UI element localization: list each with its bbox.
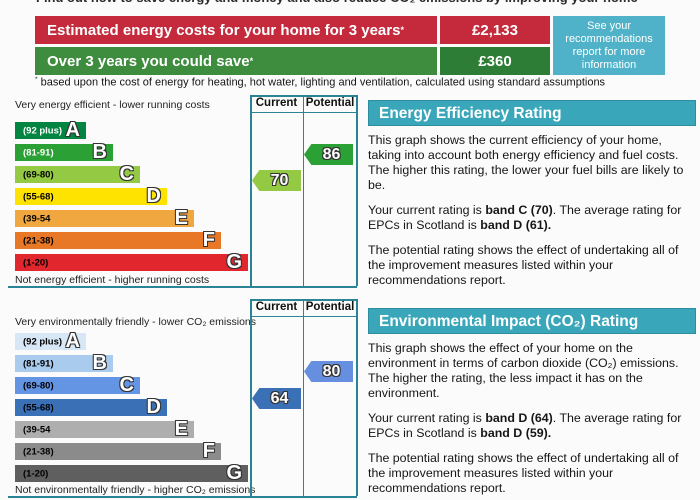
rating-band-D: (55-68) D: [15, 184, 167, 207]
rating-band-B: (81-91) B: [15, 140, 113, 163]
rating-band-C: (69-80) C: [15, 162, 140, 185]
panel-paragraph: Your current rating is band D (64). The …: [368, 411, 682, 440]
energy-costs-label-text: Estimated energy costs for your home for…: [47, 21, 401, 39]
band-range-label: (1-20): [23, 468, 49, 479]
chart-grid-line: [8, 496, 357, 498]
chart-top-caption: Very energy efficient - lower running co…: [15, 99, 210, 111]
band-range-label: (81-91): [23, 358, 54, 369]
energy-costs-value: £2,133: [440, 16, 550, 44]
rating-band-A: (92 plus) A: [15, 329, 86, 352]
band-range-label: (69-80): [23, 380, 54, 391]
energy-efficiency-rating-title: Energy Efficiency Rating: [368, 100, 696, 126]
recommendations-info-text: See your recommendations report for more…: [565, 19, 653, 71]
potential-rating-value: 80: [322, 362, 341, 380]
band-letter: E: [174, 206, 188, 229]
rating-band-A: (92 plus) A: [15, 118, 86, 141]
chart-grid-line: [250, 95, 252, 286]
band-letter: G: [226, 461, 242, 484]
rating-band-G: (1-20) G: [15, 461, 248, 484]
chart-grid-line: [303, 95, 304, 286]
chart-top-caption: Very environmentally friendly - lower CO…: [15, 316, 256, 328]
band-letter: B: [92, 351, 107, 374]
savings-label-text: Over 3 years you could save: [47, 52, 250, 70]
energy-efficiency-rating-text: This graph shows the current efficiency …: [368, 133, 698, 298]
panel-paragraph: Your current rating is band C (70). The …: [368, 203, 682, 232]
current-rating-value: 64: [270, 389, 289, 407]
band-range-label: (92 plus): [23, 125, 63, 136]
rating-band-C: (69-80) C: [15, 373, 140, 396]
band-letter: E: [174, 417, 188, 440]
rating-band-E: (39-54 E: [15, 206, 194, 229]
band-range-label: (81-91): [23, 147, 54, 158]
band-letter: C: [119, 373, 134, 396]
energy-costs-label: Estimated energy costs for your home for…: [35, 16, 437, 44]
environmental-impact-rating-text: This graph shows the effect of your home…: [368, 341, 698, 500]
rating-band-G: (1-20) G: [15, 250, 248, 273]
band-letter: F: [202, 439, 215, 462]
savings-amount: £360: [478, 52, 512, 70]
footnote-marker: *: [35, 76, 38, 83]
band-range-label: (92 plus): [23, 336, 63, 347]
potential-column-header: Potential: [305, 301, 355, 313]
band-letter: C: [119, 162, 134, 185]
band-range-label: (39-54: [23, 424, 51, 435]
band-letter: B: [92, 140, 107, 163]
band-range-label: (69-80): [23, 169, 54, 180]
panel-paragraph: The potential rating shows the effect of…: [368, 243, 679, 287]
potential-rating-value: 86: [322, 145, 341, 163]
footnote-marker: *: [249, 56, 254, 66]
panel-paragraph: This graph shows the current efficiency …: [368, 133, 684, 192]
chart-grid-line: [8, 286, 357, 288]
chart-grid-line: [356, 299, 358, 496]
band-range-label: (39-54: [23, 213, 51, 224]
current-column-header: Current: [255, 97, 298, 109]
band-range-label: (55-68): [23, 402, 54, 413]
band-range-label: (1-20): [23, 257, 49, 268]
band-letter: A: [65, 118, 80, 141]
environmental-impact-potential-arrow: 80: [304, 361, 353, 382]
band-range-label: (21-38): [23, 446, 54, 457]
energy-costs-amount: £2,133: [472, 21, 518, 39]
chart-grid-line: [303, 299, 304, 496]
footnote-text: based upon the cost of energy for heatin…: [40, 76, 606, 89]
rating-band-B: (81-91) B: [15, 351, 113, 374]
recommendations-info-box[interactable]: See your recommendations report for more…: [553, 16, 665, 75]
chart-bottom-caption: Not environmentally friendly - higher CO…: [15, 484, 256, 496]
cost-footnote: * based upon the cost of energy for heat…: [35, 76, 605, 89]
rating-band-F: (21-38) F: [15, 439, 221, 462]
band-letter: G: [226, 250, 242, 273]
energy-efficiency-chart: Very energy efficient - lower running co…: [8, 95, 358, 288]
page-headline: Find out how to save energy and money an…: [36, 0, 638, 5]
current-column-header: Current: [255, 301, 298, 313]
band-letter: D: [146, 184, 161, 207]
environmental-impact-chart: Very environmentally friendly - lower CO…: [8, 299, 358, 498]
footnote-marker: *: [400, 25, 404, 35]
rating-band-E: (39-54 E: [15, 417, 194, 440]
band-range-label: (21-38): [23, 235, 54, 246]
panel-paragraph: This graph shows the effect of your home…: [368, 341, 679, 400]
energy-efficiency-current-arrow: 70: [252, 170, 301, 191]
chart-grid-line: [250, 299, 252, 496]
rating-band-D: (55-68) D: [15, 395, 167, 418]
band-letter: F: [202, 228, 215, 251]
environmental-impact-rating-title: Environmental Impact (CO₂) Rating: [368, 308, 696, 334]
energy-efficiency-potential-arrow: 86: [304, 144, 353, 165]
band-letter: A: [65, 329, 80, 352]
current-rating-value: 70: [270, 171, 289, 189]
panel-paragraph: The potential rating shows the effect of…: [368, 451, 679, 495]
environmental-impact-current-arrow: 64: [252, 388, 301, 409]
rating-band-F: (21-38) F: [15, 228, 221, 251]
band-letter: D: [146, 395, 161, 418]
savings-value: £360: [440, 47, 550, 75]
potential-column-header: Potential: [305, 97, 355, 109]
chart-bottom-caption: Not energy efficient - higher running co…: [15, 274, 210, 286]
chart-grid-line: [356, 95, 358, 286]
savings-label: Over 3 years you could save *: [35, 47, 437, 75]
band-range-label: (55-68): [23, 191, 54, 202]
